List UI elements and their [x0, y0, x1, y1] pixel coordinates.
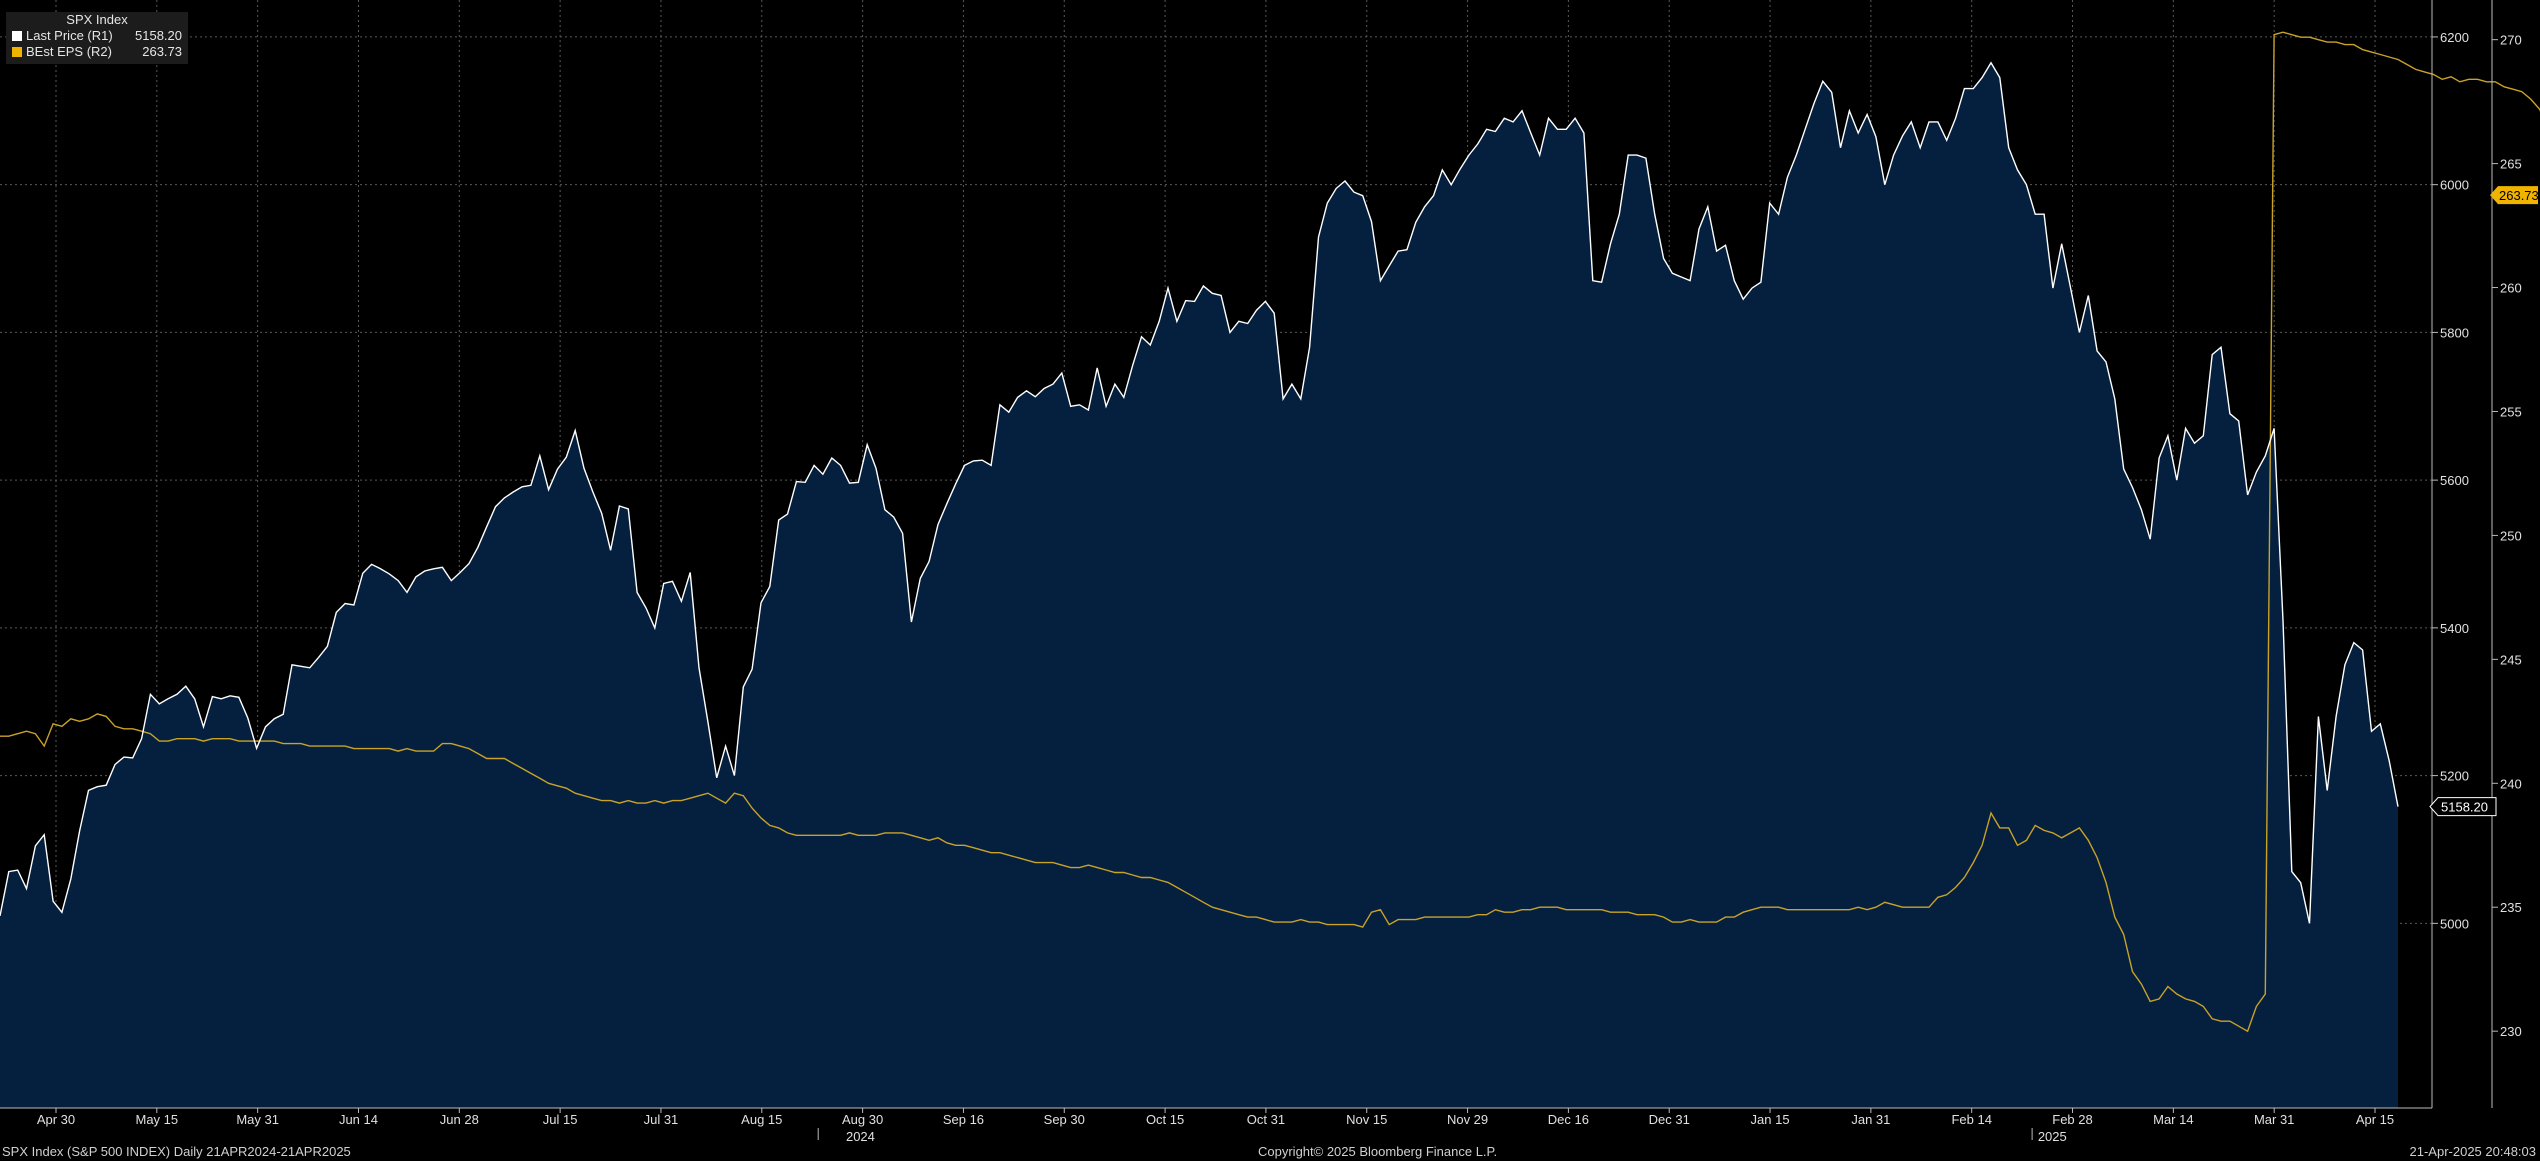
x-tick-label-12: Oct 31 [1247, 1112, 1285, 1127]
x-tick-label-23: Apr 15 [2356, 1112, 2394, 1127]
price-tick-label-1: 5200 [2440, 769, 2469, 784]
x-tick-label-16: Dec 31 [1649, 1112, 1690, 1127]
legend-swatch-last-price [12, 31, 22, 41]
x-tick-label-2: May 31 [236, 1112, 279, 1127]
last-value-badges: 5158.20 263.73 [2429, 186, 2539, 817]
price-tick-label-6: 6200 [2440, 30, 2469, 45]
x-tick-label-18: Jan 31 [1851, 1112, 1890, 1127]
x-tick-label-8: Aug 30 [842, 1112, 883, 1127]
legend: SPX Index Last Price (R1) 5158.20 BEst E… [6, 12, 188, 64]
footer-copyright: Copyright© 2025 Bloomberg Finance L.P. [1258, 1144, 1498, 1159]
x-tick-label-10: Sep 30 [1044, 1112, 1085, 1127]
x-tick-label-15: Dec 16 [1548, 1112, 1589, 1127]
legend-item-last-price: Last Price (R1) 5158.20 [12, 28, 182, 44]
legend-label-last-price: Last Price (R1) [26, 28, 113, 43]
price-line-layer [0, 61, 2399, 924]
x-tick-label-4: Jun 28 [440, 1112, 479, 1127]
eps-line-layer [0, 31, 2540, 1033]
footer-timestamp: 21-Apr-2025 20:48:03 [2409, 1144, 2536, 1159]
eps-tick-label-0: 230 [2500, 1024, 2522, 1039]
x-tick-label-5: Jul 15 [543, 1112, 578, 1127]
eps-tick-label-6: 260 [2500, 281, 2522, 296]
eps-tick-label-1: 235 [2500, 900, 2522, 915]
eps-tick-label-5: 255 [2500, 404, 2522, 419]
x-tick-label-21: Mar 14 [2153, 1112, 2193, 1127]
eps-tick-label-4: 250 [2500, 528, 2522, 543]
x-tick-label-0: Apr 30 [37, 1112, 75, 1127]
year-label-2024: 2024 [846, 1129, 875, 1144]
x-tick-label-14: Nov 29 [1447, 1112, 1488, 1127]
legend-swatch-eps [12, 47, 22, 57]
price-tick-label-0: 5000 [2440, 916, 2469, 931]
price-last-value-badge [2429, 797, 2497, 817]
footer-security-info: SPX Index (S&P 500 INDEX) Daily 21APR202… [2, 1144, 351, 1159]
year-label-2025: 2025 [2038, 1129, 2067, 1144]
eps-last-value-badge [2490, 186, 2538, 205]
price-tick-label-4: 5800 [2440, 325, 2469, 340]
price-area-layer [0, 62, 2398, 1108]
x-tick-label-13: Nov 15 [1346, 1112, 1387, 1127]
x-tick-label-7: Aug 15 [741, 1112, 782, 1127]
x-tick-label-20: Feb 28 [2052, 1112, 2092, 1127]
x-tick-label-11: Oct 15 [1146, 1112, 1184, 1127]
legend-value-last-price: 5158.20 [135, 28, 182, 43]
price-tick-label-3: 5600 [2440, 473, 2469, 488]
price-tick-label-2: 5400 [2440, 621, 2469, 636]
x-tick-label-19: Feb 14 [1951, 1112, 1991, 1127]
legend-title: SPX Index [66, 12, 128, 27]
price-area-fill [0, 62, 2398, 1108]
x-tick-label-1: May 15 [136, 1112, 179, 1127]
price-series-line [0, 61, 2399, 924]
eps-tick-label-2: 240 [2500, 776, 2522, 791]
legend-label-eps: BEst EPS (R2) [26, 44, 112, 59]
legend-item-eps: BEst EPS (R2) 263.73 [12, 44, 182, 60]
eps-last-value-label: 263.73 [2499, 188, 2539, 203]
price-tick-label-5: 6000 [2440, 178, 2469, 193]
x-tick-label-17: Jan 15 [1751, 1112, 1790, 1127]
price-last-value-label: 5158.20 [2441, 800, 2488, 815]
x-tick-label-9: Sep 16 [943, 1112, 984, 1127]
x-tick-label-22: Mar 31 [2254, 1112, 2294, 1127]
eps-series-line [0, 31, 2540, 1033]
eps-tick-label-8: 270 [2500, 33, 2522, 48]
x-tick-label-3: Jun 14 [339, 1112, 378, 1127]
eps-tick-label-3: 245 [2500, 652, 2522, 667]
eps-tick-label-7: 265 [2500, 157, 2522, 172]
legend-value-eps: 263.73 [142, 44, 182, 59]
x-tick-label-6: Jul 31 [644, 1112, 679, 1127]
axes: Apr 30 May 15 May 31 Jun 14 Jun 28 Jul 15 Jul … [0, 0, 2522, 1144]
